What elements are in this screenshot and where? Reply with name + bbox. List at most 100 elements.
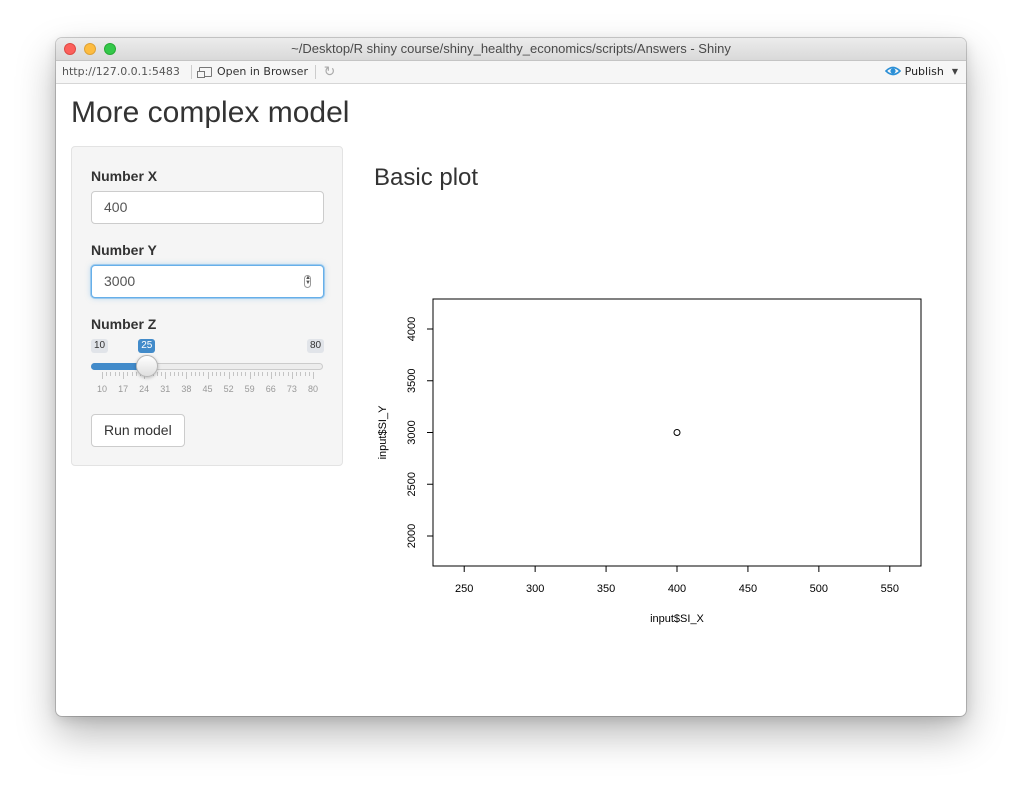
y-tick-label: 4000	[406, 317, 418, 341]
slider-tick-label: 52	[223, 384, 234, 394]
slider-minor-tick	[262, 372, 264, 376]
slider-tick-label: 10	[96, 384, 108, 394]
plot-heading: Basic plot	[374, 164, 479, 191]
slider-minor-tick	[220, 372, 222, 376]
slider-max-label: 80	[307, 339, 325, 353]
url-text: http://127.0.0.1:5483	[62, 65, 180, 78]
slider-minor-tick	[106, 372, 108, 376]
number-y-input[interactable]: 3000 ▲ ▼	[91, 265, 324, 298]
app-content: More complex model Number X 400 Number Y…	[56, 84, 966, 716]
slider-tick-label: 80	[307, 384, 319, 394]
slider-tick-label: 24	[139, 384, 150, 394]
slider-tick	[291, 372, 293, 379]
data-point	[673, 429, 681, 436]
slider-minor-tick	[215, 372, 217, 376]
toolbar-divider	[191, 65, 192, 79]
slider-minor-tick	[283, 372, 285, 376]
slider-tick	[228, 372, 230, 379]
y-axis-label: input$SI_Y	[377, 405, 389, 459]
slider-minor-tick	[211, 372, 213, 376]
sidebar-panel: Number X 400 Number Y 3000 ▲ ▼ Number Z 1…	[71, 146, 343, 466]
slider-minor-tick	[232, 372, 234, 376]
slider-tick	[207, 372, 209, 379]
y-tick-label: 2500	[406, 472, 418, 496]
slider-minor-tick	[279, 372, 281, 376]
slider-tick-label: 59	[244, 384, 255, 394]
scatter-plot: 250 300 350 400 450 500 550 2000 2500 3000 3500 400…	[377, 298, 922, 625]
slider-tick	[165, 372, 167, 379]
plot-frame	[432, 298, 922, 567]
slider-minor-tick	[131, 372, 133, 376]
slider-minor-tick	[127, 372, 129, 376]
slider-minor-tick	[118, 372, 120, 376]
x-tick-label: 350	[597, 583, 615, 595]
open-browser-icon	[197, 66, 212, 78]
slider-minor-tick	[194, 372, 196, 376]
slider-minor-tick	[304, 372, 306, 376]
slider-tick	[313, 372, 314, 379]
slider-minor-tick	[156, 372, 158, 376]
x-tick-label: 250	[455, 583, 473, 595]
slider-minor-tick	[258, 372, 260, 376]
slider-minor-tick	[177, 372, 179, 376]
publish-button[interactable]: Publish ▼	[884, 64, 958, 78]
slider-tick	[270, 372, 272, 379]
x-tick-label: 550	[881, 583, 899, 595]
close-window-button[interactable]	[64, 43, 76, 55]
number-y-value: 3000	[104, 273, 136, 289]
slider-tick	[123, 372, 125, 379]
number-y-label: Number Y	[91, 242, 157, 258]
x-tick-label: 500	[810, 583, 828, 595]
slider-minor-tick	[245, 372, 247, 376]
slider-min-label: 10	[91, 339, 109, 353]
slider-minor-tick	[287, 372, 289, 376]
y-tick-label: 2000	[406, 524, 418, 548]
x-tick-label: 400	[668, 583, 686, 595]
slider-minor-tick	[296, 372, 298, 376]
slider-tick	[249, 372, 251, 379]
toolbar-divider	[315, 65, 316, 79]
slider-minor-tick	[241, 372, 243, 376]
number-z-label: Number Z	[91, 316, 157, 332]
slider-minor-tick	[114, 372, 116, 376]
x-tick-label: 300	[526, 583, 544, 595]
chevron-down-icon[interactable]: ▼	[951, 66, 958, 76]
slider-tick-label: 17	[118, 384, 129, 394]
refresh-icon[interactable]: ↻	[323, 63, 336, 79]
slider-minor-tick	[190, 372, 192, 376]
number-x-label: Number X	[91, 168, 158, 184]
title-bar: ~/Desktop/R shiny course/shiny_healthy_e…	[56, 38, 966, 61]
viewer-toolbar: http://127.0.0.1:5483 Open in Browser ↻ …	[56, 61, 966, 84]
slider-minor-tick	[300, 372, 302, 376]
slider-value-label: 25	[138, 339, 156, 353]
y-tick-label: 3500	[406, 369, 418, 393]
slider-minor-tick	[110, 372, 112, 376]
slider-tick	[102, 372, 103, 379]
slider-minor-tick	[308, 372, 310, 376]
slider-tick-label: 31	[160, 384, 171, 394]
stepper-icon[interactable]: ▲ ▼	[304, 275, 311, 288]
slider-tick-label: 66	[265, 384, 276, 394]
x-axis-label: input$SI_X	[650, 613, 704, 625]
zoom-window-button[interactable]	[104, 43, 116, 55]
number-x-input[interactable]: 400	[91, 191, 324, 224]
x-tick-label: 450	[739, 583, 757, 595]
slider-minor-tick	[203, 372, 205, 376]
slider-minor-tick	[182, 372, 184, 376]
publish-icon	[884, 66, 901, 76]
slider-minor-tick	[135, 372, 137, 376]
minimize-window-button[interactable]	[84, 43, 96, 55]
open-in-browser-button[interactable]: Open in Browser	[197, 65, 308, 78]
slider-minor-tick	[173, 372, 175, 376]
slider-tick	[186, 372, 188, 379]
slider-tick-label: 73	[286, 384, 297, 394]
y-tick-label: 3000	[406, 420, 418, 444]
app-window: ~/Desktop/R shiny course/shiny_healthy_e…	[56, 38, 966, 716]
slider-tick-label: 45	[202, 384, 213, 394]
slider-minor-tick	[199, 372, 201, 376]
run-model-button[interactable]: Run model	[91, 414, 185, 447]
slider-fill	[91, 363, 148, 370]
slider-handle[interactable]	[136, 355, 159, 377]
window-title: ~/Desktop/R shiny course/shiny_healthy_e…	[291, 41, 731, 56]
open-in-browser-label: Open in Browser	[217, 65, 308, 78]
